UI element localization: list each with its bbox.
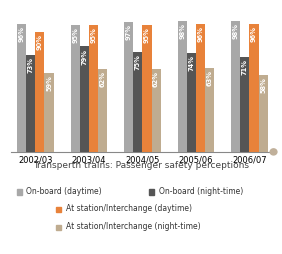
Bar	[250, 24, 259, 152]
Bar	[17, 24, 26, 152]
Text: On-board (daytime): On-board (daytime)	[26, 187, 102, 196]
Text: At station/Interchange (daytime): At station/Interchange (daytime)	[66, 204, 191, 214]
Bar	[45, 73, 54, 152]
Bar	[98, 69, 107, 152]
Bar	[124, 22, 133, 152]
Text: 96%: 96%	[251, 26, 257, 42]
Text: 95%: 95%	[72, 27, 78, 43]
Text: 63%: 63%	[207, 70, 213, 86]
Bar	[205, 68, 214, 152]
Bar	[89, 25, 98, 152]
Text: 59%: 59%	[46, 75, 52, 91]
Bar	[151, 69, 161, 152]
Bar	[231, 21, 240, 152]
Bar	[26, 55, 35, 152]
Text: 96%: 96%	[19, 26, 25, 42]
Text: 75%: 75%	[135, 54, 141, 70]
Bar	[71, 25, 80, 152]
Bar	[80, 46, 89, 152]
Bar	[178, 21, 187, 152]
Bar	[142, 25, 151, 152]
Bar	[240, 57, 250, 152]
Bar	[259, 75, 268, 152]
Text: 90%: 90%	[37, 34, 43, 50]
Text: At station/Interchange (night-time): At station/Interchange (night-time)	[66, 222, 200, 231]
Text: Transperth trains: Passenger safety perceptions: Transperth trains: Passenger safety perc…	[33, 161, 249, 170]
Bar	[196, 24, 205, 152]
Bar	[35, 32, 45, 152]
Bar	[133, 52, 142, 152]
Text: 62%: 62%	[100, 71, 105, 87]
Text: 74%: 74%	[188, 55, 194, 71]
Text: 95%: 95%	[144, 27, 150, 43]
Text: 73%: 73%	[28, 57, 34, 73]
Text: 96%: 96%	[197, 26, 204, 42]
Text: 98%: 98%	[179, 23, 185, 39]
Text: 95%: 95%	[91, 27, 96, 43]
Text: 58%: 58%	[260, 77, 266, 92]
Text: 62%: 62%	[153, 71, 159, 87]
Text: 79%: 79%	[81, 49, 87, 65]
Text: 97%: 97%	[126, 24, 132, 40]
Text: On-board (night-time): On-board (night-time)	[159, 187, 243, 196]
Text: 71%: 71%	[242, 59, 248, 75]
Text: 98%: 98%	[233, 23, 239, 39]
Bar	[187, 53, 196, 152]
